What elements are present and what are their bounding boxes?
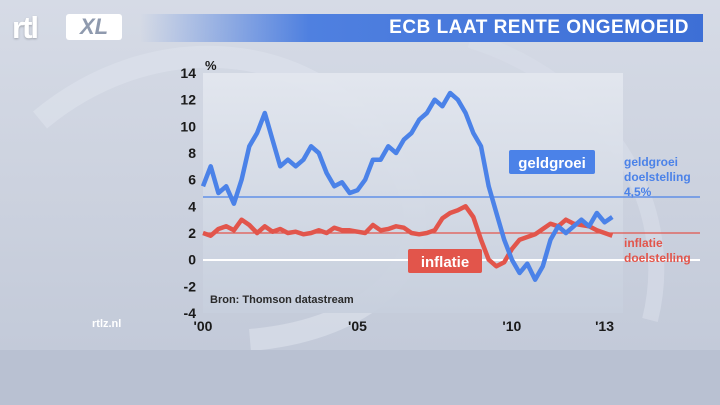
y-tick-label: -2 (184, 278, 197, 294)
y-tick-label: 6 (188, 172, 196, 188)
geldgroei-callout-box (509, 150, 595, 174)
x-tick-label: '10 (502, 318, 521, 334)
y-tick-label: -4 (184, 305, 197, 321)
line-chart: 14 12 10 8 6 4 2 0 -2 -4 '00 '05 '10 '13 % geldgroei… (180, 58, 700, 334)
y-tick-label: 4 (188, 198, 196, 214)
y-tick-label: 8 (188, 145, 196, 161)
x-tick-label: '05 (348, 318, 367, 334)
x-tick-label: '13 (595, 318, 614, 334)
inflatie-callout-label: inflatie (421, 254, 469, 271)
x-tick-label: '00 (194, 318, 213, 334)
inflatie-series-line (202, 204, 614, 269)
rtl-xl-logo: rtl XL (12, 10, 124, 45)
geldgroei-series-line (200, 90, 614, 282)
geldgroei-callout-label: geldgroei (518, 155, 586, 172)
geldgroei-target-label-2: doelstelling (624, 170, 691, 184)
y-tick-label: 0 (188, 252, 196, 268)
y-tick-label: 10 (180, 118, 196, 134)
logo-rtl-text: rtl (12, 10, 39, 45)
geldgroei-target-label-1: geldgroei (624, 155, 678, 169)
footer-site-link[interactable]: rtlz.nl (92, 318, 122, 330)
inflatie-target-label-2: doelstelling (624, 251, 691, 265)
y-unit-label: % (205, 58, 217, 73)
logo-xl-badge: XL (66, 14, 122, 40)
footer-band (0, 350, 720, 405)
y-tick-label: 2 (188, 225, 196, 241)
plot-area (203, 73, 623, 313)
chart-source: Bron: Thomson datastream (210, 294, 354, 306)
inflatie-callout-box (408, 249, 482, 273)
y-tick-label: 14 (180, 65, 196, 81)
inflatie-target-label-1: inflatie (624, 236, 663, 250)
page-title: ECB LAAT RENTE ONGEMOEID (389, 17, 689, 38)
geldgroei-target-label-3: 4,5% (624, 185, 652, 199)
y-tick-label: 12 (180, 92, 196, 108)
title-bar: ECB LAAT RENTE ONGEMOEID (140, 14, 703, 42)
